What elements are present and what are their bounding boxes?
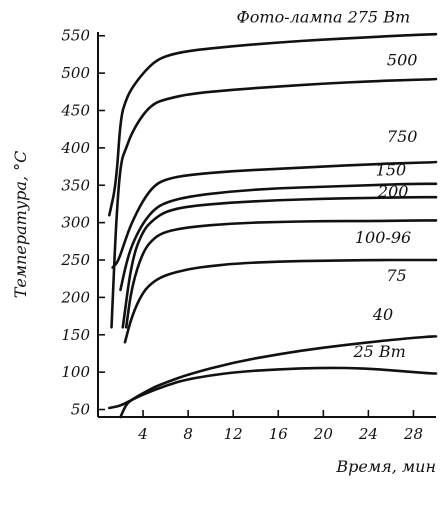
series-label: 75 [386, 266, 406, 285]
x-tick-label: 8 [183, 425, 193, 443]
series-label: 500 [387, 51, 418, 70]
series-label: 100-96 [355, 228, 411, 247]
x-tick-label: 12 [224, 425, 243, 443]
x-tick-label: 24 [358, 425, 378, 443]
y-axis-label: Температура, °C [11, 151, 30, 299]
series-label: 40 [372, 305, 393, 324]
series-label: Фото-лампа 275 Вт [237, 7, 411, 26]
x-tick-label: 20 [313, 425, 334, 443]
series-label: 200 [377, 182, 409, 201]
y-tick-label: 400 [60, 139, 90, 157]
series-label: 25 Вт [352, 342, 405, 361]
y-tick-label: 550 [61, 27, 90, 45]
y-tick-label: 200 [60, 288, 90, 306]
y-tick-label: 350 [61, 176, 90, 194]
y-tick-label: 50 [71, 401, 91, 419]
x-tick-label: 16 [269, 425, 289, 443]
y-tick-label: 150 [61, 326, 90, 344]
x-tick-label: 28 [403, 425, 423, 443]
y-tick-label: 300 [61, 214, 90, 232]
x-tick-label: 4 [137, 425, 148, 443]
series-line [123, 258, 438, 344]
series-line [110, 77, 438, 329]
series-line [111, 160, 438, 269]
y-tick-label: 450 [60, 101, 90, 119]
series-label: 150 [376, 161, 407, 180]
series-line [108, 32, 438, 217]
x-axis-label: Время, мин [335, 457, 436, 476]
series-line [119, 182, 438, 292]
series-line [124, 219, 438, 329]
y-tick-label: 500 [61, 64, 90, 82]
series-line [121, 195, 438, 329]
y-tick-label: 100 [61, 363, 90, 381]
series-line [108, 366, 438, 410]
series-label: 750 [387, 127, 418, 146]
y-tick-label: 250 [60, 251, 90, 269]
